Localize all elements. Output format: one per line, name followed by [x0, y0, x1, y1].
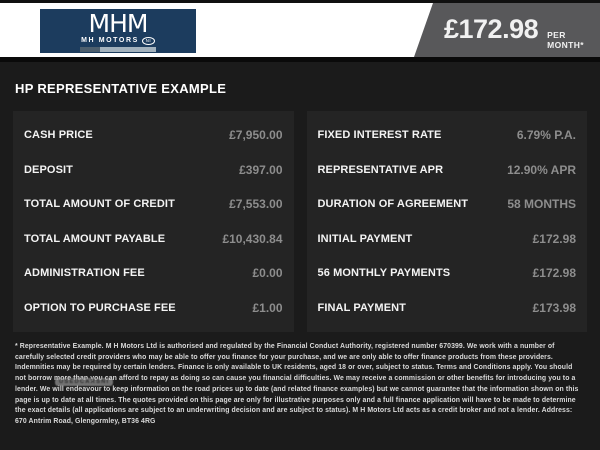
row-representative-apr: REPRESENTATIVE APR 12.90% APR — [307, 153, 588, 188]
page-title: HP REPRESENTATIVE EXAMPLE — [15, 81, 227, 96]
row-cash-price: CASH PRICE £7,950.00 — [13, 118, 294, 153]
row-total-credit: TOTAL AMOUNT OF CREDIT £7,553.00 — [13, 187, 294, 222]
row-label: FINAL PAYMENT — [317, 301, 406, 314]
row-value: £10,430.84 — [222, 231, 283, 246]
disclaimer-section: * Representative Example. M H Motors Ltd… — [15, 342, 585, 428]
row-initial-payment: INITIAL PAYMENT £172.98 — [307, 222, 588, 257]
top-border-strip — [0, 0, 600, 3]
row-label: FIXED INTEREST RATE — [317, 129, 442, 142]
row-label: DURATION OF AGREEMENT — [317, 198, 469, 211]
logo-subline: MH MOTORS NI — [81, 36, 155, 45]
row-label: INITIAL PAYMENT — [317, 232, 413, 245]
row-value: £397.00 — [239, 162, 283, 177]
disclaimer-text: * Representative Example. M H Motors Ltd… — [15, 343, 579, 425]
row-value: £172.98 — [532, 231, 576, 246]
monthly-price-banner: £172.98 PER MONTH* — [414, 3, 600, 57]
header: MHM MH MOTORS NI £172.98 PER MONTH* — [0, 3, 600, 57]
finance-panels: CASH PRICE £7,950.00 DEPOSIT £397.00 TOT… — [13, 111, 587, 332]
finance-panel-left: CASH PRICE £7,950.00 DEPOSIT £397.00 TOT… — [13, 111, 294, 332]
row-value: £7,553.00 — [229, 197, 283, 212]
row-value: £7,950.00 — [229, 128, 283, 143]
row-final-payment: FINAL PAYMENT £173.98 — [307, 291, 588, 326]
row-value: 58 MONTHS — [507, 197, 576, 212]
logo-tagline-bar — [80, 46, 156, 52]
logo-dealer-name: MH MOTORS — [81, 37, 139, 44]
row-duration: DURATION OF AGREEMENT 58 MONTHS — [307, 187, 588, 222]
monthly-price: £172.98 — [444, 14, 539, 44]
row-label: DEPOSIT — [24, 163, 73, 176]
dealer-logo[interactable]: MHM MH MOTORS NI — [40, 9, 196, 53]
row-label: ADMINISTRATION FEE — [24, 267, 145, 280]
header-divider-strip — [0, 57, 600, 62]
row-monthly-payments: 56 MONTHLY PAYMENTS £172.98 — [307, 256, 588, 291]
row-option-to-purchase-fee: OPTION TO PURCHASE FEE £1.00 — [13, 291, 294, 326]
usedcarsni-watermark: USEDCARSNI — [55, 378, 114, 386]
logo-monogram: MHM — [88, 8, 149, 38]
row-label: TOTAL AMOUNT OF CREDIT — [24, 198, 175, 211]
row-admin-fee: ADMINISTRATION FEE £0.00 — [13, 256, 294, 291]
monthly-price-suffix: PER MONTH* — [547, 30, 584, 50]
logo-ni-badge: NI — [141, 36, 155, 45]
row-value: £173.98 — [532, 300, 576, 315]
finance-panel-right: FIXED INTEREST RATE 6.79% P.A. REPRESENT… — [306, 111, 588, 332]
row-label: CASH PRICE — [24, 129, 93, 142]
row-label: 56 MONTHLY PAYMENTS — [317, 267, 451, 280]
row-label: REPRESENTATIVE APR — [317, 163, 444, 176]
row-deposit: DEPOSIT £397.00 — [13, 153, 294, 188]
row-value: £172.98 — [532, 266, 576, 281]
row-value: £1.00 — [252, 300, 283, 315]
row-label: OPTION TO PURCHASE FEE — [24, 301, 176, 314]
row-value: £0.00 — [252, 266, 283, 281]
row-total-payable: TOTAL AMOUNT PAYABLE £10,430.84 — [13, 222, 294, 257]
row-value: 12.90% APR — [507, 162, 576, 177]
row-fixed-interest-rate: FIXED INTEREST RATE 6.79% P.A. — [307, 118, 588, 153]
row-value: 6.79% P.A. — [516, 128, 576, 143]
row-label: TOTAL AMOUNT PAYABLE — [24, 232, 166, 245]
